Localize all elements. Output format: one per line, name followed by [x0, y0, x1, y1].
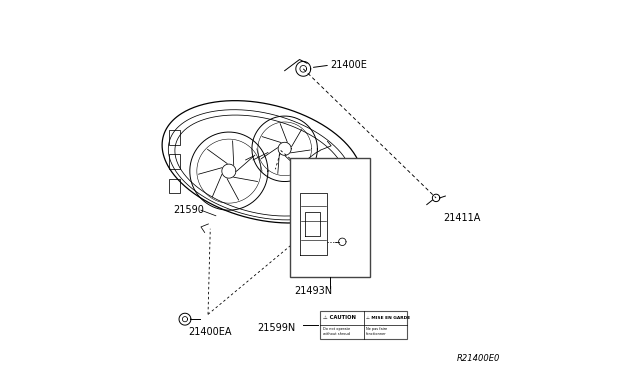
Text: ⚠ CAUTION: ⚠ CAUTION	[323, 315, 356, 320]
Text: Do not operate
without shroud: Do not operate without shroud	[323, 327, 349, 336]
Text: R21400E0: R21400E0	[457, 354, 500, 363]
Bar	[320, 311, 408, 339]
Text: 21411A: 21411A	[443, 213, 480, 222]
Text: Ne pas faire
fonctionner: Ne pas faire fonctionner	[365, 327, 387, 336]
Text: 21590: 21590	[173, 205, 204, 215]
Bar	[291, 158, 370, 277]
Text: 21599N: 21599N	[257, 323, 295, 333]
Text: 21400EA: 21400EA	[188, 327, 232, 337]
Text: ⚠ MISE EN GARDE: ⚠ MISE EN GARDE	[365, 315, 410, 320]
Text: 21493N: 21493N	[294, 286, 332, 296]
Text: 21400E: 21400E	[330, 60, 367, 70]
